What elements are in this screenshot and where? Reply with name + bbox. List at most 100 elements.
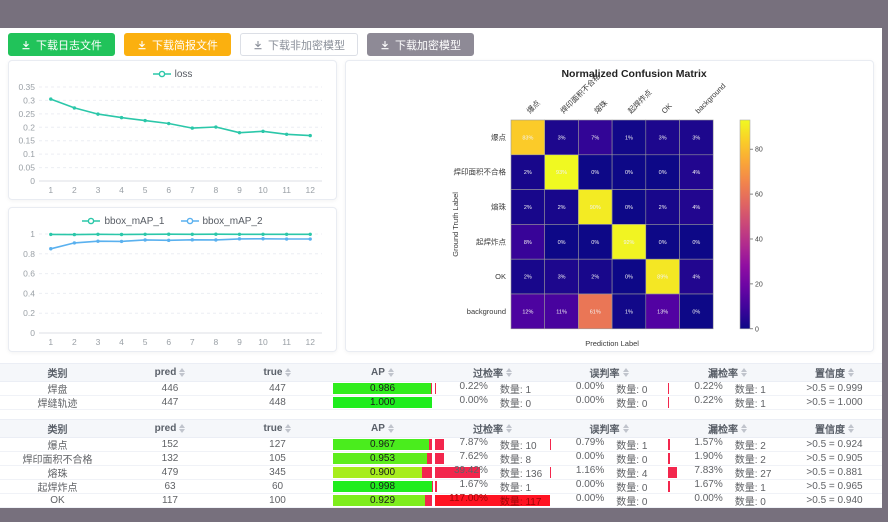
column-header-2[interactable]: true (225, 364, 330, 381)
confidence-value: >0.5 = 0.965 (806, 481, 863, 492)
sort-caret-icon[interactable] (506, 368, 512, 377)
column-header-3[interactable]: AP (330, 420, 435, 437)
svg-text:OK: OK (660, 101, 674, 115)
column-header-6[interactable]: 漏检率 (668, 420, 787, 437)
sort-caret-icon[interactable] (285, 424, 292, 433)
svg-text:Normalized Confusion Matrix: Normalized Confusion Matrix (561, 68, 706, 80)
svg-text:60: 60 (755, 192, 763, 199)
column-header-5[interactable]: 误判率 (550, 364, 668, 381)
confidence-value: >0.5 = 0.905 (806, 453, 863, 464)
legend-item-bbox_mAP_1[interactable]: bbox_mAP_1 (82, 214, 165, 228)
svg-text:3: 3 (96, 185, 101, 195)
column-header-6[interactable]: 漏检率 (668, 364, 787, 381)
legend-item-bbox_mAP_2[interactable]: bbox_mAP_2 (180, 214, 263, 228)
column-header-5[interactable]: 误判率 (550, 420, 668, 437)
missdetect-count: 数量: 1 (734, 483, 766, 493)
column-header-4[interactable]: 过检率 (435, 364, 550, 381)
column-header-label: 过检率 (473, 425, 503, 436)
svg-text:Ground Truth Label: Ground Truth Label (451, 192, 460, 257)
misjudge-percent: 0.00% (575, 452, 605, 462)
map-chart-legend: bbox_mAP_1 bbox_mAP_2 (9, 208, 336, 228)
ap-value: 0.986 (369, 383, 396, 394)
matrix-cell (611, 119, 647, 156)
misjudge-percent: 1.16% (575, 466, 605, 476)
ap-value: 0.900 (369, 467, 396, 478)
true-count: 127 (269, 439, 286, 450)
sort-caret-icon[interactable] (387, 368, 394, 377)
matrix-cell (679, 258, 714, 295)
ap-cell: 0.986 (330, 382, 435, 395)
sort-caret-icon[interactable] (741, 424, 747, 433)
missdetect-percent: 1.67% (694, 480, 723, 490)
svg-text:2%: 2% (659, 205, 667, 211)
svg-text:1%: 1% (625, 309, 633, 315)
column-header-1[interactable]: pred (115, 420, 225, 437)
column-header-3[interactable]: AP (330, 364, 435, 381)
pred-count: 446 (161, 383, 179, 394)
sort-caret-icon[interactable] (848, 368, 854, 377)
sort-caret-icon[interactable] (622, 424, 629, 433)
column-header-0: 类别 (0, 364, 115, 381)
misjudge-cell: 0.00% 数量: 0 (550, 396, 668, 409)
svg-text:6: 6 (166, 337, 171, 347)
confidence-value: >0.5 = 0.940 (806, 495, 863, 506)
svg-text:爆点: 爆点 (491, 132, 506, 142)
missdetect-cell: 0.22% 数量: 1 (668, 396, 787, 409)
svg-text:83%: 83% (522, 135, 533, 141)
sort-caret-icon[interactable] (848, 424, 854, 433)
matrix-cell (679, 293, 714, 330)
svg-text:熔珠: 熔珠 (592, 97, 610, 115)
overdetect-percent: 0.00% (459, 396, 488, 406)
sort-caret-icon[interactable] (741, 368, 747, 377)
column-header-2[interactable]: true (225, 420, 330, 437)
sort-caret-icon[interactable] (179, 368, 186, 377)
missdetect-percent: 1.90% (694, 452, 723, 462)
overdetect-percent: 0.22% (459, 382, 488, 392)
column-header-0: 类别 (0, 420, 115, 437)
misjudge-cell: 1.16% 数量: 4 (550, 466, 668, 479)
svg-text:0%: 0% (692, 240, 700, 246)
page-content: 下载日志文件 下载简报文件 下载非加密模型 下载加密模型 loss 0 0.05 0.1 0… (0, 28, 882, 508)
class-name: 起焊炸点 (37, 483, 78, 493)
svg-text:8: 8 (214, 185, 219, 195)
column-header-4[interactable]: 过检率 (435, 420, 550, 437)
legend-item-loss[interactable]: loss (152, 67, 193, 81)
sort-caret-icon[interactable] (622, 368, 629, 377)
column-header-label: 漏检率 (708, 425, 738, 436)
column-header-label: pred (154, 367, 177, 378)
column-header-label: true (263, 367, 283, 378)
download-button-0[interactable]: 下载日志文件 (8, 33, 115, 56)
svg-text:12: 12 (305, 185, 315, 195)
column-header-label: 误判率 (589, 425, 620, 436)
column-header-7[interactable]: 置信度 (787, 364, 882, 381)
ap-cell: 0.900 (330, 466, 435, 479)
download-button-1[interactable]: 下载简报文件 (124, 33, 231, 56)
legend-label: loss (174, 68, 193, 80)
sort-caret-icon[interactable] (387, 424, 394, 433)
sort-caret-icon[interactable] (285, 368, 292, 377)
legend-label: bbox_mAP_1 (104, 215, 165, 227)
download-button-2[interactable]: 下载非加密模型 (240, 33, 358, 56)
download-button-3[interactable]: 下载加密模型 (367, 33, 474, 56)
series-bbox_mAP_1 (49, 232, 312, 237)
misjudge-cell: 0.00% 数量: 0 (550, 494, 668, 507)
misjudge-count: 数量: 0 (616, 385, 648, 395)
sort-caret-icon[interactable] (506, 424, 512, 433)
overdetect-percent: 39.42% (453, 466, 488, 476)
column-header-7[interactable]: 置信度 (787, 420, 882, 437)
matrix-cell (645, 224, 680, 260)
svg-text:0%: 0% (659, 240, 667, 246)
overdetect-bar (435, 467, 481, 478)
sort-caret-icon[interactable] (179, 424, 186, 433)
download-icon (138, 40, 146, 49)
column-header-label: 类别 (47, 425, 68, 436)
matrix-cell (510, 258, 546, 295)
matrix-cell (510, 293, 546, 330)
misjudge-percent: 0.00% (575, 396, 605, 406)
overdetect-bar (435, 495, 550, 506)
svg-text:7%: 7% (591, 135, 599, 141)
svg-text:0.35: 0.35 (18, 82, 35, 92)
download-button-label: 下载加密模型 (395, 39, 461, 52)
class-name: 焊盘 (47, 385, 68, 395)
column-header-1[interactable]: pred (115, 364, 225, 381)
